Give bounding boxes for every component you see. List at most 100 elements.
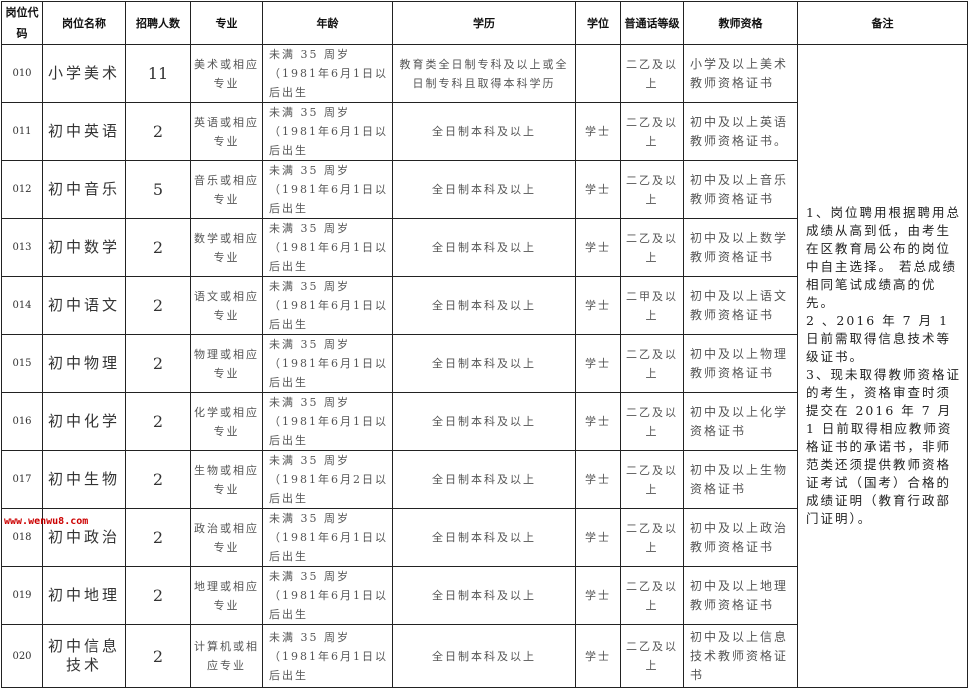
cell-degree: 学士	[575, 276, 621, 335]
cell-education: 全日制本科及以上	[392, 566, 576, 625]
cell-code: 015	[1, 334, 43, 393]
cell-age: 未满 35 周岁（1981年6月1日以后出生	[262, 624, 393, 688]
table-row: 015 初中物理 2 物理或相应专业 未满 35 周岁（1981年6月1日以后出生 全日制…	[1, 334, 968, 393]
cell-code: 017	[1, 450, 43, 509]
cell-age: 未满 35 周岁（1981年6月1日以后出生	[262, 392, 393, 451]
cell-mandarin: 二乙及以上	[620, 450, 684, 509]
cell-name: 初中音乐	[42, 160, 126, 219]
cell-mandarin: 二乙及以上	[620, 508, 684, 567]
cell-major: 数学或相应专业	[190, 218, 263, 277]
cell-certificate: 初中及以上语文教师资格证书	[683, 276, 798, 335]
cell-code: 019	[1, 566, 43, 625]
cell-mandarin: 二乙及以上	[620, 334, 684, 393]
cell-education: 全日制本科及以上	[392, 276, 576, 335]
cell-certificate: 初中及以上物理教师资格证书	[683, 334, 798, 393]
cell-certificate: 初中及以上地理教师资格证书	[683, 566, 798, 625]
cell-mandarin: 二乙及以上	[620, 566, 684, 625]
cell-degree: 学士	[575, 102, 621, 161]
cell-mandarin: 二乙及以上	[620, 160, 684, 219]
cell-major: 语文或相应专业	[190, 276, 263, 335]
cell-age: 未满 35 周岁（1981年6月1日以后出生	[262, 218, 393, 277]
table-row: 016 初中化学 2 化学或相应专业 未满 35 周岁（1981年6月1日以后出生 全日制…	[1, 392, 968, 451]
cell-mandarin: 二乙及以上	[620, 44, 684, 103]
cell-mandarin: 二甲及以上	[620, 276, 684, 335]
cell-degree: 学士	[575, 508, 621, 567]
cell-education: 全日制本科及以上	[392, 450, 576, 509]
cell-major: 地理或相应专业	[190, 566, 263, 625]
cell-count: 5	[125, 160, 191, 219]
cell-count: 2	[125, 276, 191, 335]
cell-name: 初中信息技术	[42, 624, 126, 688]
cell-certificate: 初中及以上化学资格证书	[683, 392, 798, 451]
cell-count: 2	[125, 218, 191, 277]
cell-major: 美术或相应专业	[190, 44, 263, 103]
cell-name: 初中地理	[42, 566, 126, 625]
cell-code: 012	[1, 160, 43, 219]
header-count: 招聘人数	[125, 1, 191, 45]
cell-mandarin: 二乙及以上	[620, 392, 684, 451]
cell-count: 2	[125, 508, 191, 567]
cell-degree: 学士	[575, 566, 621, 625]
cell-degree: 学士	[575, 624, 621, 688]
remark-item: 1、岗位聘用根据聘用总成绩从高到低，由考生在区教育局公布的岗位中自主选择。 若总…	[806, 205, 961, 310]
cell-education: 全日制本科及以上	[392, 508, 576, 567]
cell-major: 生物或相应专业	[190, 450, 263, 509]
cell-count: 11	[125, 44, 191, 103]
header-name: 岗位名称	[42, 1, 126, 45]
cell-degree: 学士	[575, 160, 621, 219]
header-mandarin: 普通话等级	[620, 1, 684, 45]
cell-major: 音乐或相应专业	[190, 160, 263, 219]
cell-major: 政治或相应专业	[190, 508, 263, 567]
cell-degree: 学士	[575, 334, 621, 393]
cell-degree: 学士	[575, 392, 621, 451]
cell-code: 010	[1, 44, 43, 103]
cell-name: 初中物理	[42, 334, 126, 393]
header-certificate: 教师资格	[683, 1, 798, 45]
cell-code: 016	[1, 392, 43, 451]
cell-count: 2	[125, 102, 191, 161]
header-age: 年龄	[262, 1, 393, 45]
remark-item: 3、现未取得教师资格证的考生，资格审查时须提交在 2016 年 7 月 1 日前…	[806, 367, 961, 526]
header-code: 岗位代码	[1, 1, 43, 45]
cell-count: 2	[125, 450, 191, 509]
cell-count: 2	[125, 624, 191, 688]
header-major: 专业	[190, 1, 263, 45]
cell-code: 011	[1, 102, 43, 161]
cell-major: 计算机或相应专业	[190, 624, 263, 688]
cell-degree: 学士	[575, 218, 621, 277]
cell-education: 全日制本科及以上	[392, 102, 576, 161]
cell-education: 全日制本科及以上	[392, 624, 576, 688]
cell-education: 全日制本科及以上	[392, 334, 576, 393]
cell-age: 未满 35 周岁（1981年6月1日以后出生	[262, 102, 393, 161]
cell-education: 全日制本科及以上	[392, 392, 576, 451]
cell-age: 未满 35 周岁（1981年6月1日以后出生	[262, 160, 393, 219]
cell-certificate: 初中及以上英语教师资格证书。	[683, 102, 798, 161]
cell-name: 初中生物	[42, 450, 126, 509]
cell-education: 全日制本科及以上	[392, 160, 576, 219]
cell-age: 未满 35 周岁（1981年6月1日以后出生	[262, 566, 393, 625]
cell-age: 未满 35 周岁（1981年6月1日以后出生	[262, 334, 393, 393]
cell-education: 全日制本科及以上	[392, 218, 576, 277]
cell-major: 英语或相应专业	[190, 102, 263, 161]
cell-age: 未满 35 周岁（1981年6月1日以后出生	[262, 276, 393, 335]
cell-age: 未满 35 周岁（1981年6月1日以后出生	[262, 508, 393, 567]
cell-name: 初中化学	[42, 392, 126, 451]
cell-mandarin: 二乙及以上	[620, 624, 684, 688]
cell-count: 2	[125, 566, 191, 625]
cell-certificate: 初中及以上信息技术教师资格证书	[683, 624, 798, 688]
cell-education: 教育类全日制专科及以上或全日制专科且取得本科学历	[392, 44, 576, 103]
remarks-cell: 1、岗位聘用根据聘用总成绩从高到低，由考生在区教育局公布的岗位中自主选择。 若总…	[797, 44, 968, 688]
cell-mandarin: 二乙及以上	[620, 218, 684, 277]
cell-count: 2	[125, 334, 191, 393]
cell-degree	[575, 44, 621, 103]
cell-degree: 学士	[575, 450, 621, 509]
header-degree: 学位	[575, 1, 621, 45]
cell-certificate: 初中及以上生物资格证书	[683, 450, 798, 509]
table-row: 014 初中语文 2 语文或相应专业 未满 35 周岁（1981年6月1日以后出生 全日制…	[1, 276, 968, 335]
cell-count: 2	[125, 392, 191, 451]
header-education: 学历	[392, 1, 576, 45]
header-remarks: 备注	[797, 1, 968, 45]
cell-age: 未满 35 周岁（1981年6月2日以后出生	[262, 450, 393, 509]
cell-age: 未满 35 周岁（1981年6月1日以后出生	[262, 44, 393, 103]
